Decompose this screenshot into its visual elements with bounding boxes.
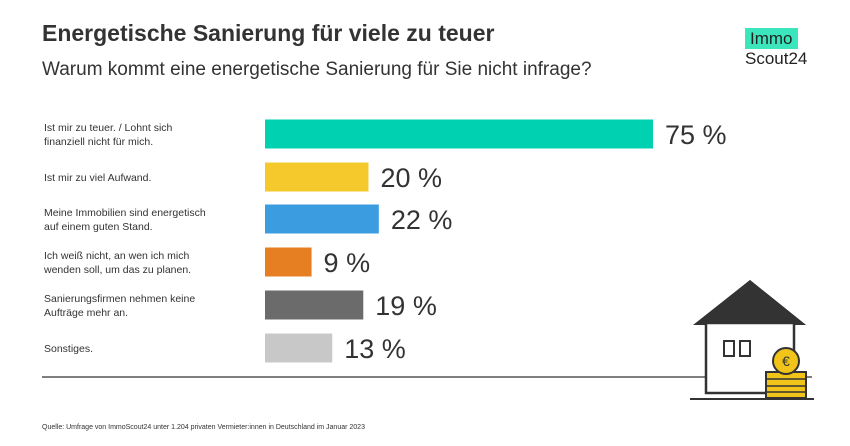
value-label: 19 %: [375, 291, 437, 321]
value-label: 75 %: [665, 120, 727, 150]
category-label: finanziell nicht für mich.: [44, 136, 153, 148]
house-window-right: [739, 340, 751, 357]
category-label: Meine Immobilien sind energetisch: [44, 207, 206, 219]
category-label: Sanierungsfirmen nehmen keine: [44, 293, 195, 305]
bar: [265, 119, 653, 149]
logo-line1: Immo: [745, 28, 798, 49]
euro-coin: [772, 347, 800, 375]
chart-subtitle: Warum kommt eine energetische Sanierung …: [42, 59, 592, 80]
category-label: wenden soll, um das zu planen.: [43, 264, 191, 276]
immoscout24-logo: Immo Scout24: [745, 28, 825, 78]
bar: [265, 247, 312, 277]
bar: [265, 333, 333, 363]
category-label: Ist mir zu teuer. / Lohnt sich: [44, 122, 173, 134]
value-label: 13 %: [344, 334, 406, 364]
chart-title: Energetische Sanierung für viele zu teue…: [42, 20, 495, 46]
bar: [265, 162, 369, 192]
bars-group: Ist mir zu teuer. / Lohnt sich finanziell…: [43, 119, 727, 364]
house-roof-fill: [694, 280, 806, 325]
category-label: Sonstiges.: [44, 343, 93, 355]
logo-line2: Scout24: [745, 49, 808, 68]
value-label: 20 %: [380, 163, 442, 193]
value-label: 22 %: [391, 205, 453, 235]
value-label: 9 %: [324, 248, 371, 278]
bar: [265, 204, 379, 234]
house-window-left: [723, 340, 735, 357]
coin-stack: [765, 371, 807, 399]
source-note: Quelle: Umfrage von ImmoScout24 unter 1.…: [42, 424, 365, 431]
category-label: auf einem guten Stand.: [44, 221, 153, 233]
category-label: Aufträge mehr an.: [44, 307, 128, 319]
bar: [265, 290, 364, 320]
house-coins-illustration: €: [690, 280, 814, 400]
category-label: Ist mir zu viel Aufwand.: [44, 172, 151, 184]
euro-coin-symbol: €: [782, 353, 790, 369]
category-label: Ich weiß nicht, an wen ich mich: [44, 250, 189, 262]
